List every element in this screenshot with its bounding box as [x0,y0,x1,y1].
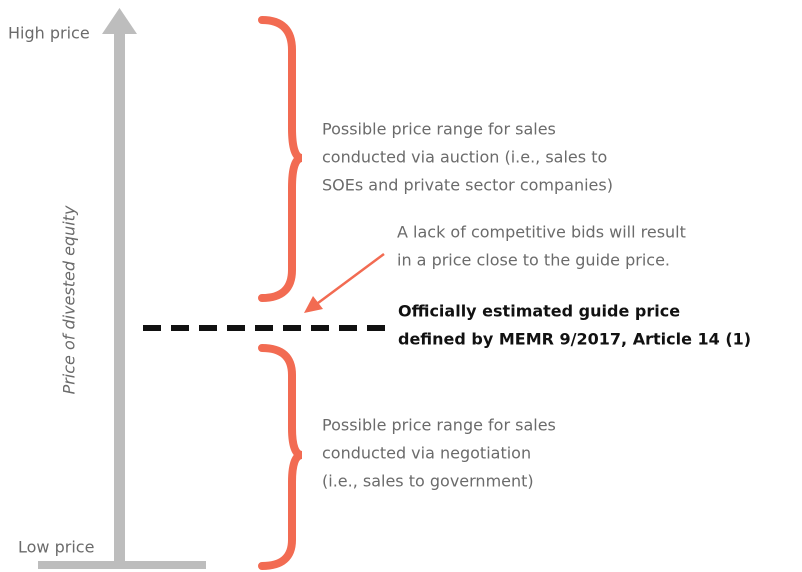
annotation-text: in a price close to the guide price. [397,251,670,270]
low-label: Low price [18,538,94,557]
auction-range-text: Possible price range for sales [322,120,556,139]
guide-price-text: defined by MEMR 9/2017, Article 14 (1) [398,330,751,349]
axis-arrowhead [102,8,137,34]
negotiation-range-text: Possible price range for sales [322,416,556,435]
auction-range-text: SOEs and private sector companies) [322,176,613,195]
high-label: High price [8,24,90,43]
auction-range-text: conducted via auction (i.e., sales to [322,148,607,167]
annotation-arrowhead [304,296,323,313]
axis-base [38,561,206,569]
negotiation-brace [258,344,303,570]
axis-shaft [114,30,125,568]
annotation-text: A lack of competitive bids will result [397,223,686,242]
annotation-arrow [317,252,385,305]
negotiation-range-text: conducted via negotiation [322,444,531,463]
guide-price-text: Officially estimated guide price [398,302,680,321]
negotiation-range-text: (i.e., sales to government) [322,472,534,491]
axis-title: Price of divested equity [60,205,79,394]
auction-brace [258,16,303,302]
